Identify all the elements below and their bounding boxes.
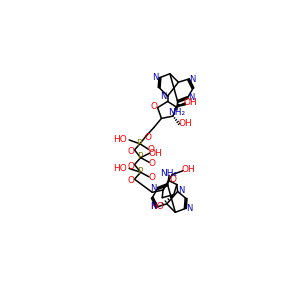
Text: O: O: [145, 133, 152, 142]
Text: O: O: [149, 158, 156, 167]
Text: P: P: [137, 167, 142, 176]
Text: HO: HO: [150, 202, 164, 211]
Text: NH₂: NH₂: [168, 108, 185, 117]
Text: HO: HO: [113, 164, 127, 173]
Text: O: O: [128, 176, 135, 185]
Text: N: N: [186, 204, 192, 213]
Text: N: N: [189, 75, 195, 84]
Text: N: N: [178, 186, 185, 195]
Text: N: N: [160, 92, 167, 101]
Text: P: P: [137, 152, 142, 161]
Text: O: O: [149, 173, 156, 182]
Text: N: N: [150, 202, 156, 211]
Text: OH: OH: [184, 98, 198, 107]
Text: P: P: [136, 139, 142, 148]
Text: N: N: [152, 73, 158, 82]
Text: O: O: [150, 102, 157, 111]
Text: N: N: [151, 184, 157, 193]
Text: OH: OH: [148, 148, 162, 158]
Text: O: O: [169, 175, 176, 184]
Text: O: O: [128, 162, 135, 171]
Text: N: N: [188, 93, 195, 102]
Polygon shape: [176, 103, 186, 107]
Text: OH: OH: [182, 166, 195, 175]
Text: O: O: [148, 146, 155, 154]
Text: O: O: [128, 147, 135, 156]
Text: NH₂: NH₂: [160, 169, 178, 178]
Text: OH: OH: [178, 119, 192, 128]
Text: HO: HO: [113, 136, 127, 145]
